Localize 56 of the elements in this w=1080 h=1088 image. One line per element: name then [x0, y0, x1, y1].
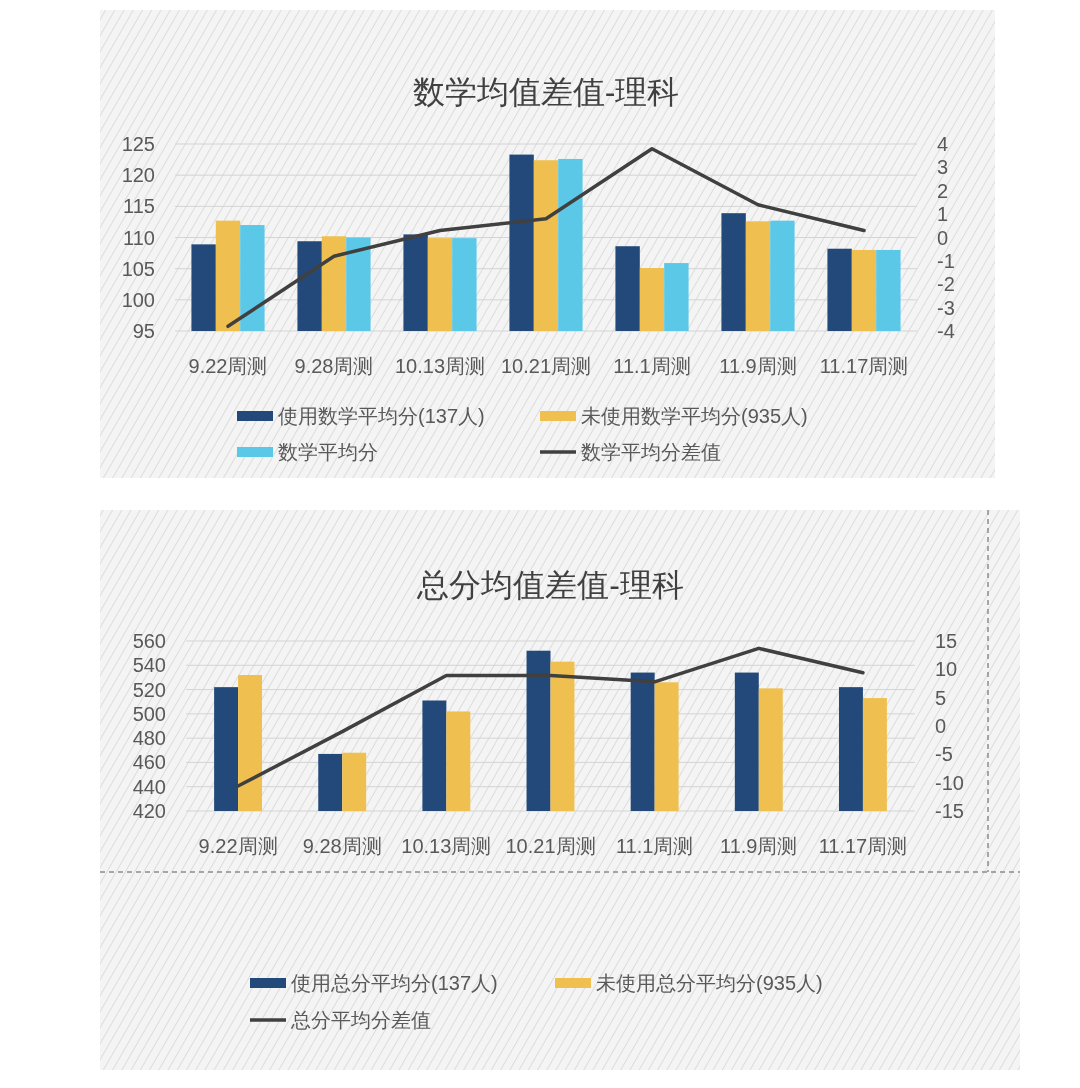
y-tick-label: 95	[132, 320, 155, 342]
y2-tick-label: -10	[935, 771, 964, 794]
y-tick-label: 120	[121, 164, 155, 187]
x-tick-label: 10.21周测	[500, 355, 592, 377]
line-series	[236, 646, 865, 788]
y-tick-label: 560	[132, 630, 166, 652]
y-tick-label: 520	[132, 678, 166, 701]
y2-tick-label: 2	[937, 179, 949, 202]
x-tick-label: 9.22周测	[198, 835, 278, 857]
y2-tick-label: 4	[937, 133, 949, 155]
y2-tick-label: 1	[937, 203, 949, 226]
y-tick-label: 500	[132, 702, 166, 725]
legend-label: 总分平均分差值	[290, 1009, 431, 1031]
x-tick-label: 9.28周测	[294, 355, 374, 377]
x-tick-label: 11.9周测	[719, 355, 797, 377]
y2-tick-label: -1	[937, 249, 955, 272]
y2-tick-label: -5	[935, 743, 953, 766]
y2-tick-label: 15	[935, 630, 958, 652]
x-tick-label: 9.28周测	[302, 835, 382, 857]
chart-title: 总分均值差值-理科	[416, 567, 684, 603]
y-tick-label: 110	[123, 226, 155, 249]
legend-label: 数学平均分	[278, 441, 378, 463]
line-series	[226, 146, 866, 329]
y-tick-label: 420	[132, 800, 166, 822]
y2-tick-label: 0	[935, 715, 947, 737]
y-tick-label: 480	[132, 727, 166, 750]
y2-tick-label: 5	[935, 686, 947, 709]
y2-tick-label: -2	[937, 273, 955, 296]
y2-tick-label: -15	[935, 800, 964, 822]
y2-tick-label: 0	[937, 226, 949, 249]
y-tick-label: 125	[121, 133, 155, 155]
y-tick-label: 100	[121, 288, 155, 311]
x-tick-label: 11.9周测	[720, 835, 798, 857]
y-tick-label: 440	[132, 775, 166, 798]
legend-label: 未使用总分平均分(935人)	[596, 972, 823, 994]
legend-label: 使用总分平均分(137人)	[291, 972, 498, 994]
x-tick-label: 11.1周测	[615, 835, 694, 857]
x-tick-label: 11.17周测	[819, 355, 909, 377]
legend-label: 数学平均分差值	[581, 441, 721, 463]
x-tick-label: 10.13周测	[401, 835, 492, 857]
y-tick-label: 115	[123, 195, 155, 218]
y-tick-label: 105	[121, 257, 155, 280]
y2-tick-label: 10	[935, 658, 958, 681]
x-tick-label: 9.22周测	[188, 355, 268, 377]
y2-tick-label: 3	[937, 156, 949, 179]
y-tick-label: 540	[132, 654, 166, 677]
legend-label: 使用数学平均分(137人)	[278, 405, 485, 427]
y-tick-label: 460	[132, 751, 166, 774]
y2-tick-label: -4	[937, 320, 955, 342]
x-tick-label: 11.17周测	[818, 835, 908, 857]
x-tick-label: 11.1周测	[613, 355, 691, 377]
legend-label: 未使用数学平均分(935人)	[581, 405, 808, 427]
x-tick-label: 10.13周测	[394, 355, 486, 377]
x-tick-label: 10.21周测	[505, 835, 596, 857]
chart-title: 数学均值差值-理科	[412, 74, 680, 110]
y2-tick-label: -3	[937, 296, 955, 319]
